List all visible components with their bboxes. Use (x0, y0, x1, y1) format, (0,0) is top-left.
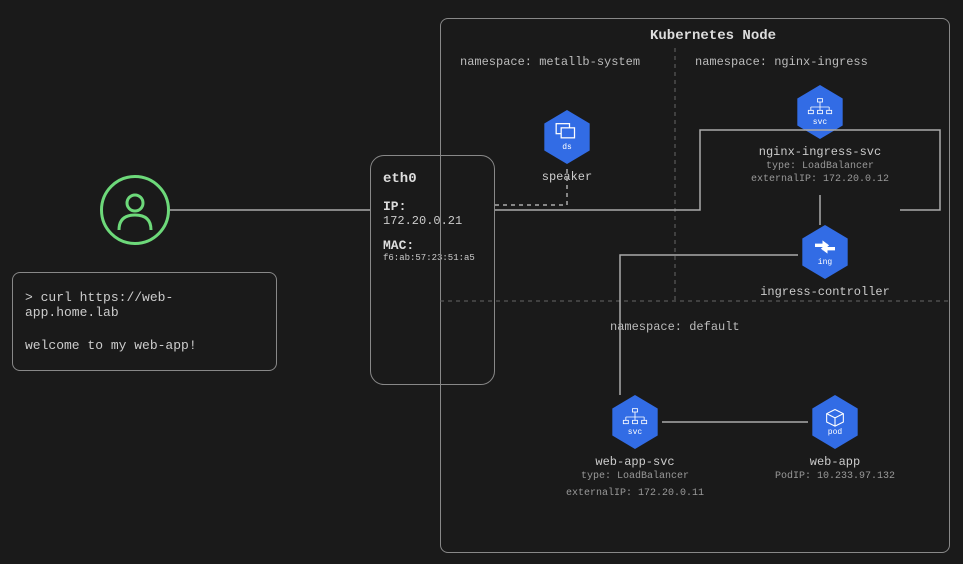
user-icon (100, 175, 170, 245)
ingress-hexagon-icon: ing (798, 225, 852, 279)
ingress-ctrl-label: ingress-controller (760, 285, 890, 299)
speaker-label: speaker (540, 170, 594, 184)
nginx-svc-type: type: LoadBalancer (720, 161, 920, 172)
web-app-pod-label: web-app (760, 455, 910, 469)
nginx-svc-extip: externalIP: 172.20.0.12 (720, 174, 920, 185)
daemonset-hexagon-icon: ds (540, 110, 594, 164)
terminal-command: > curl https://web-app.home.lab (25, 290, 264, 320)
ns-nginx-label: namespace: nginx-ingress (695, 55, 868, 69)
web-app-svc-extip: externalIP: 172.20.0.11 (555, 488, 715, 499)
web-app-pod-resource: pod web-app PodIP: 10.233.97.132 (760, 395, 910, 482)
node-title: Kubernetes Node (650, 28, 776, 44)
web-app-svc-label: web-app-svc (555, 455, 715, 469)
terminal-box: > curl https://web-app.home.lab welcome … (12, 272, 277, 371)
pod-hexagon-icon: pod (808, 395, 862, 449)
nginx-svc-resource: svc nginx-ingress-svc type: LoadBalancer… (720, 85, 920, 185)
web-app-pod-ip: PodIP: 10.233.97.132 (760, 471, 910, 482)
web-app-svc-type: type: LoadBalancer (555, 471, 715, 482)
web-app-svc-resource: svc web-app-svc type: LoadBalancer exter… (555, 395, 715, 499)
ns-metallb-label: namespace: metallb-system (460, 55, 640, 69)
svc-hexagon-icon: svc (793, 85, 847, 139)
speaker-resource: ds speaker (540, 110, 594, 184)
nginx-svc-label: nginx-ingress-svc (720, 145, 920, 159)
svc-hexagon-icon: svc (608, 395, 662, 449)
terminal-output: welcome to my web-app! (25, 338, 264, 353)
ingress-ctrl-resource: ing ingress-controller (760, 225, 890, 299)
ns-default-label: namespace: default (610, 320, 740, 334)
